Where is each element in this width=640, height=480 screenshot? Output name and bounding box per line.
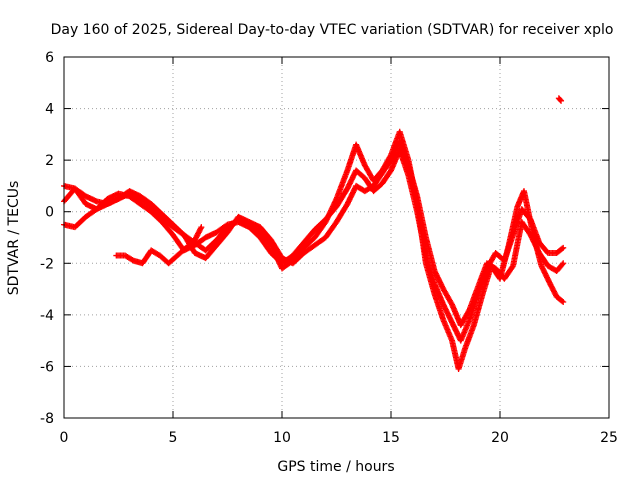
data-points: [61, 95, 567, 373]
data-point: [197, 225, 204, 232]
data-point: [198, 224, 205, 231]
x-axis-label: GPS time / hours: [277, 459, 394, 475]
data-point: [557, 96, 564, 103]
chart-title: Day 160 of 2025, Sidereal Day-to-day VTE…: [51, 22, 614, 38]
y-axis-label: SDTVAR / TECUs: [6, 181, 22, 296]
y-tick-label: -6: [40, 359, 54, 375]
data-point: [448, 300, 455, 307]
data-point: [559, 245, 566, 252]
data-point: [559, 298, 566, 305]
x-tick-label: 15: [382, 430, 400, 446]
data-point: [559, 261, 566, 268]
tick-labels: 0 5 10 15 20 25 -8 -6 -4 -2 0 2 4 6: [40, 50, 618, 446]
axis-ticks: [63, 56, 610, 419]
data-point: [560, 260, 567, 267]
data-point: [558, 97, 565, 104]
y-tick-label: 4: [45, 102, 54, 118]
x-tick-label: 20: [491, 430, 509, 446]
x-tick-label: 5: [169, 430, 178, 446]
y-tick-label: -8: [40, 411, 54, 427]
y-tick-label: 6: [45, 50, 54, 66]
x-tick-label: 25: [600, 430, 618, 446]
y-tick-label: 0: [45, 205, 54, 221]
y-tick-label: -4: [40, 308, 54, 324]
y-tick-label: -2: [40, 256, 54, 272]
x-tick-label: 10: [273, 430, 291, 446]
plot-frame: [63, 56, 610, 419]
x-tick-label: 0: [60, 430, 69, 446]
data-point: [560, 298, 567, 305]
y-tick-label: 2: [45, 153, 54, 169]
data-point: [560, 244, 567, 251]
grid-lines: [64, 57, 609, 418]
data-point: [465, 307, 472, 314]
